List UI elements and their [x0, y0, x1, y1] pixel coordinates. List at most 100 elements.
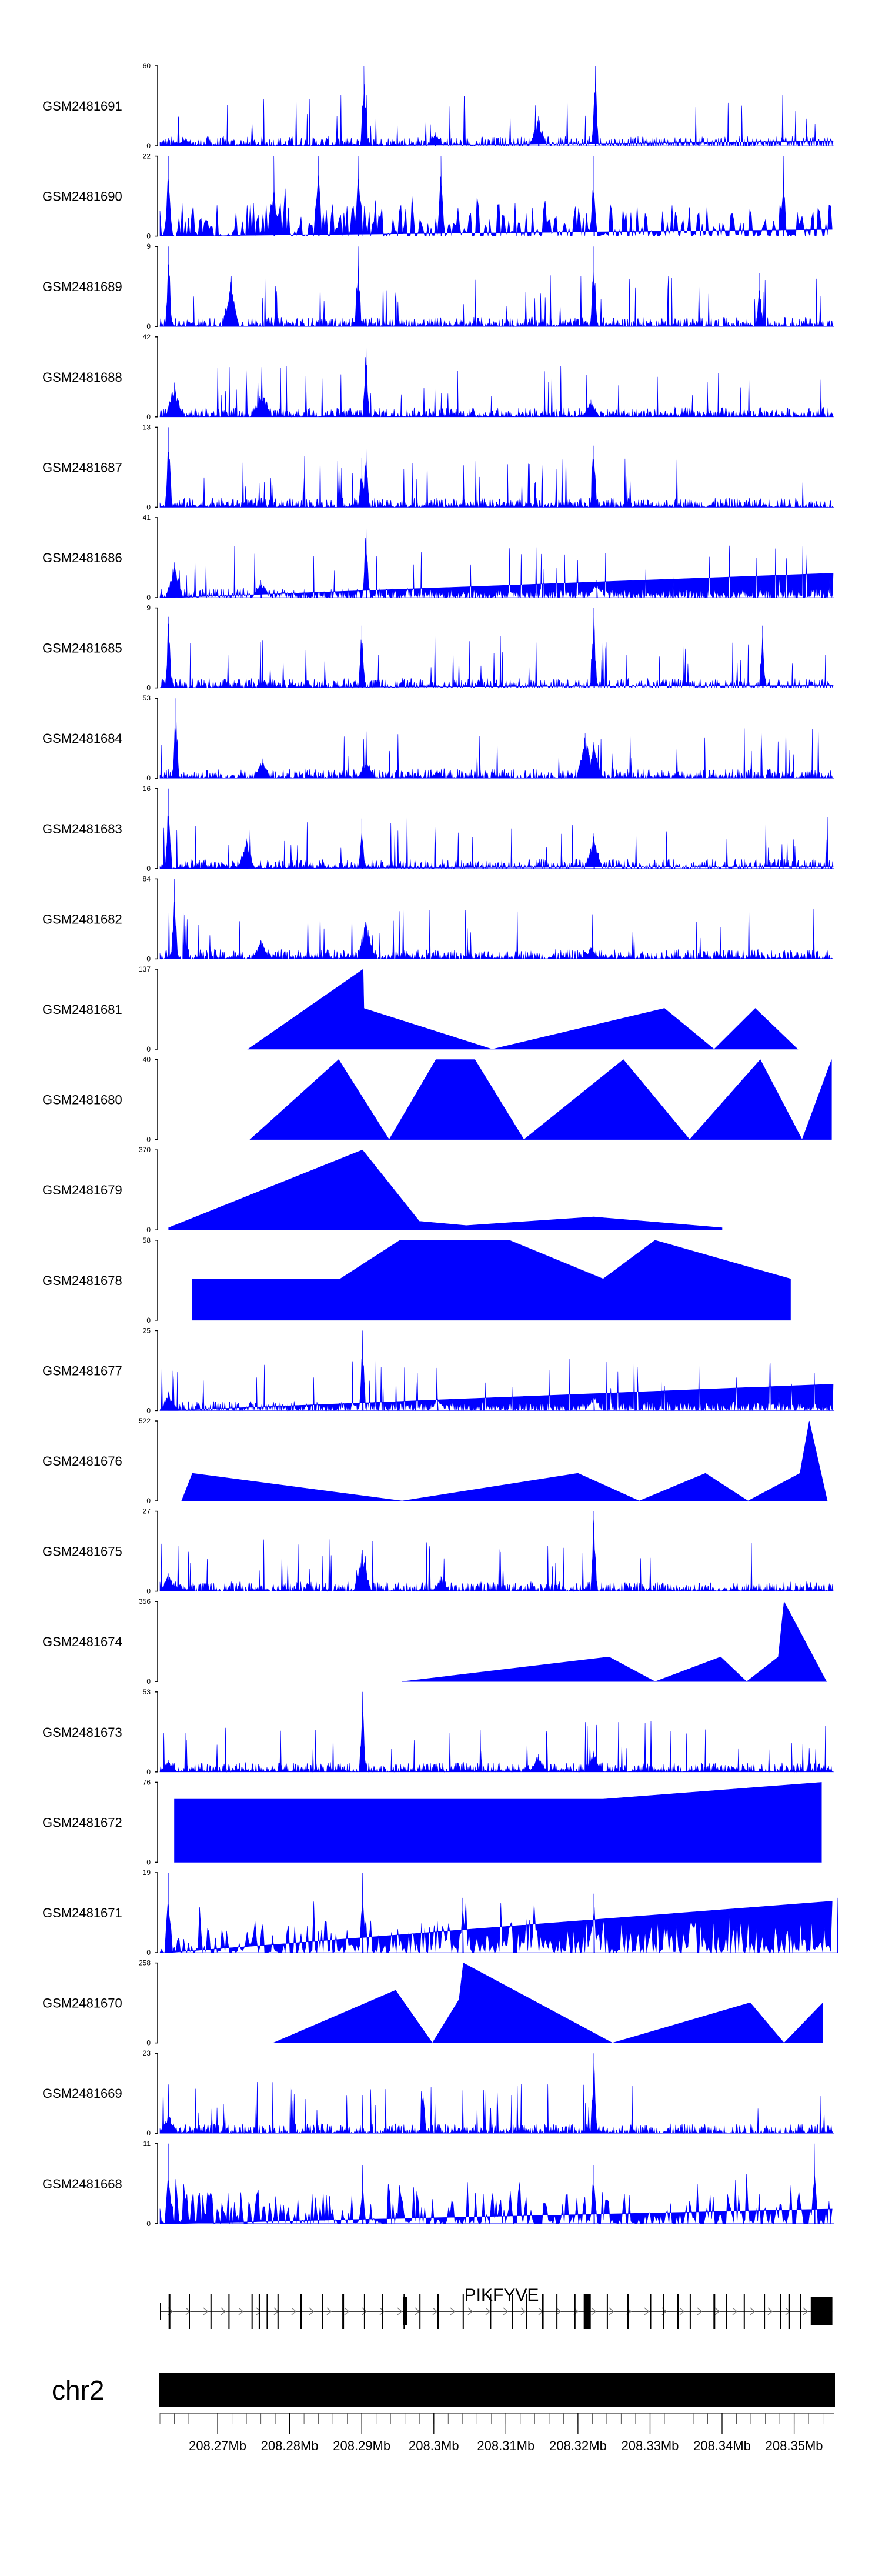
track-label: GSM2481674: [42, 1634, 122, 1649]
axis-tick-label: 208.35Mb: [766, 2438, 823, 2453]
exon: [300, 2294, 302, 2329]
strand-arrow: [644, 2307, 649, 2315]
track-label: GSM2481688: [42, 370, 122, 385]
y-zero-label: 0: [146, 503, 151, 511]
track-GSM2481669: GSM2481669 23 0: [42, 2049, 834, 2137]
y-max-label: 41: [143, 513, 151, 522]
y-max-label: 13: [143, 423, 151, 431]
y-zero-label: 0: [146, 1497, 151, 1505]
y-max-label: 9: [146, 242, 151, 251]
strand-arrow: [767, 2307, 773, 2315]
y-max-label: 16: [143, 785, 151, 793]
strand-arrow: [679, 2307, 684, 2315]
track-label: GSM2481681: [42, 1002, 122, 1017]
y-zero-label: 0: [146, 955, 151, 963]
exon: [788, 2294, 790, 2329]
track-label: GSM2481680: [42, 1093, 122, 1107]
y-max-label: 11: [143, 2140, 151, 2148]
y-zero-label: 0: [146, 593, 151, 602]
coverage-area: [174, 1782, 822, 1863]
track-GSM2481676: GSM2481676 522 0: [42, 1417, 828, 1505]
track-label: GSM2481673: [42, 1725, 122, 1740]
axis-tick-label: 208.29Mb: [333, 2438, 390, 2453]
exon: [542, 2294, 544, 2329]
coverage-area: [192, 1240, 791, 1321]
y-max-label: 53: [143, 1688, 151, 1696]
track-GSM2481674: GSM2481674 356 0: [42, 1597, 827, 1686]
y-zero-label: 0: [146, 232, 151, 241]
data-tracks: GSM2481691600GSM2481690220GSM248168990GS…: [42, 62, 838, 2228]
track-GSM2481673: GSM2481673 53 0: [42, 1688, 834, 1776]
coverage-area: [159, 65, 834, 147]
y-max-label: 27: [143, 1507, 151, 1516]
track-GSM2481689: GSM2481689 9 0: [42, 242, 834, 331]
exon: [363, 2294, 365, 2329]
coverage-area: [159, 2143, 834, 2224]
y-zero-label: 0: [146, 413, 151, 421]
y-zero-label: 0: [146, 865, 151, 873]
coverage-area: [159, 156, 834, 237]
strand-arrow: [415, 2307, 420, 2315]
chromosome-bar: [159, 2373, 835, 2407]
coverage-area: [402, 1601, 827, 1682]
exon: [583, 2294, 591, 2329]
genome-axis: 208.27Mb 208.28Mb 208.29Mb 208.3Mb 208.31Mb 2…: [159, 2413, 834, 2453]
strand-arrow: [326, 2307, 332, 2315]
exon: [650, 2294, 652, 2329]
exon: [189, 2294, 190, 2329]
coverage-area: [159, 1872, 838, 1953]
y-zero-label: 0: [146, 1768, 151, 1776]
y-max-label: 522: [139, 1417, 151, 1425]
strand-arrow: [291, 2307, 296, 2315]
exon: [780, 2294, 781, 2329]
strand-arrow: [344, 2307, 349, 2315]
track-label: GSM2481689: [42, 279, 122, 294]
track-GSM2481690: GSM2481690 22 0: [42, 152, 834, 241]
strand-arrow: [556, 2307, 561, 2315]
exon: [462, 2294, 464, 2329]
track-label: GSM2481684: [42, 731, 122, 746]
y-zero-label: 0: [146, 1948, 151, 1957]
track-GSM2481677: GSM2481677 25 0: [42, 1326, 834, 1414]
coverage-area: [159, 246, 834, 328]
coverage-area: [159, 1511, 834, 1592]
strand-arrow: [697, 2307, 702, 2315]
y-max-label: 60: [143, 62, 151, 70]
exon: [322, 2294, 323, 2329]
exon: [663, 2294, 664, 2329]
track-GSM2481691: GSM2481691 60 0: [42, 62, 834, 150]
coverage-area: [249, 1059, 832, 1140]
y-max-label: 23: [143, 2049, 151, 2057]
coverage-area: [159, 517, 834, 599]
track-label: GSM2481682: [42, 912, 122, 926]
coverage-area: [273, 1963, 823, 2044]
track-label: GSM2481675: [42, 1544, 122, 1559]
exon: [437, 2294, 439, 2329]
y-max-label: 58: [143, 1236, 151, 1244]
axis-tick-label: 208.3Mb: [409, 2438, 459, 2453]
y-zero-label: 0: [146, 142, 151, 150]
strand-arrow: [432, 2307, 437, 2315]
exon: [251, 2294, 253, 2329]
track-GSM2481687: GSM2481687 13 0: [42, 423, 834, 511]
track-GSM2481670: GSM2481670 258 0: [42, 1959, 823, 2047]
strand-arrow: [714, 2307, 720, 2315]
exon: [168, 2294, 171, 2329]
exon: [713, 2294, 716, 2329]
coverage-area: [159, 698, 834, 779]
y-zero-label: 0: [146, 1226, 151, 1234]
gene-track: PIKFYVE: [160, 2285, 833, 2329]
y-max-label: 370: [139, 1146, 151, 1154]
axis-tick-label: 208.34Mb: [693, 2438, 751, 2453]
y-zero-label: 0: [146, 2039, 151, 2047]
track-label: GSM2481669: [42, 2086, 122, 2101]
utr-exon: [810, 2297, 833, 2325]
track-label: GSM2481678: [42, 1273, 122, 1288]
exon: [228, 2294, 230, 2329]
y-zero-label: 0: [146, 1316, 151, 1324]
strand-arrow: [609, 2307, 614, 2315]
y-max-label: 42: [143, 333, 151, 341]
exon: [258, 2294, 260, 2329]
gene-name-label: PIKFYVE: [465, 2285, 539, 2305]
